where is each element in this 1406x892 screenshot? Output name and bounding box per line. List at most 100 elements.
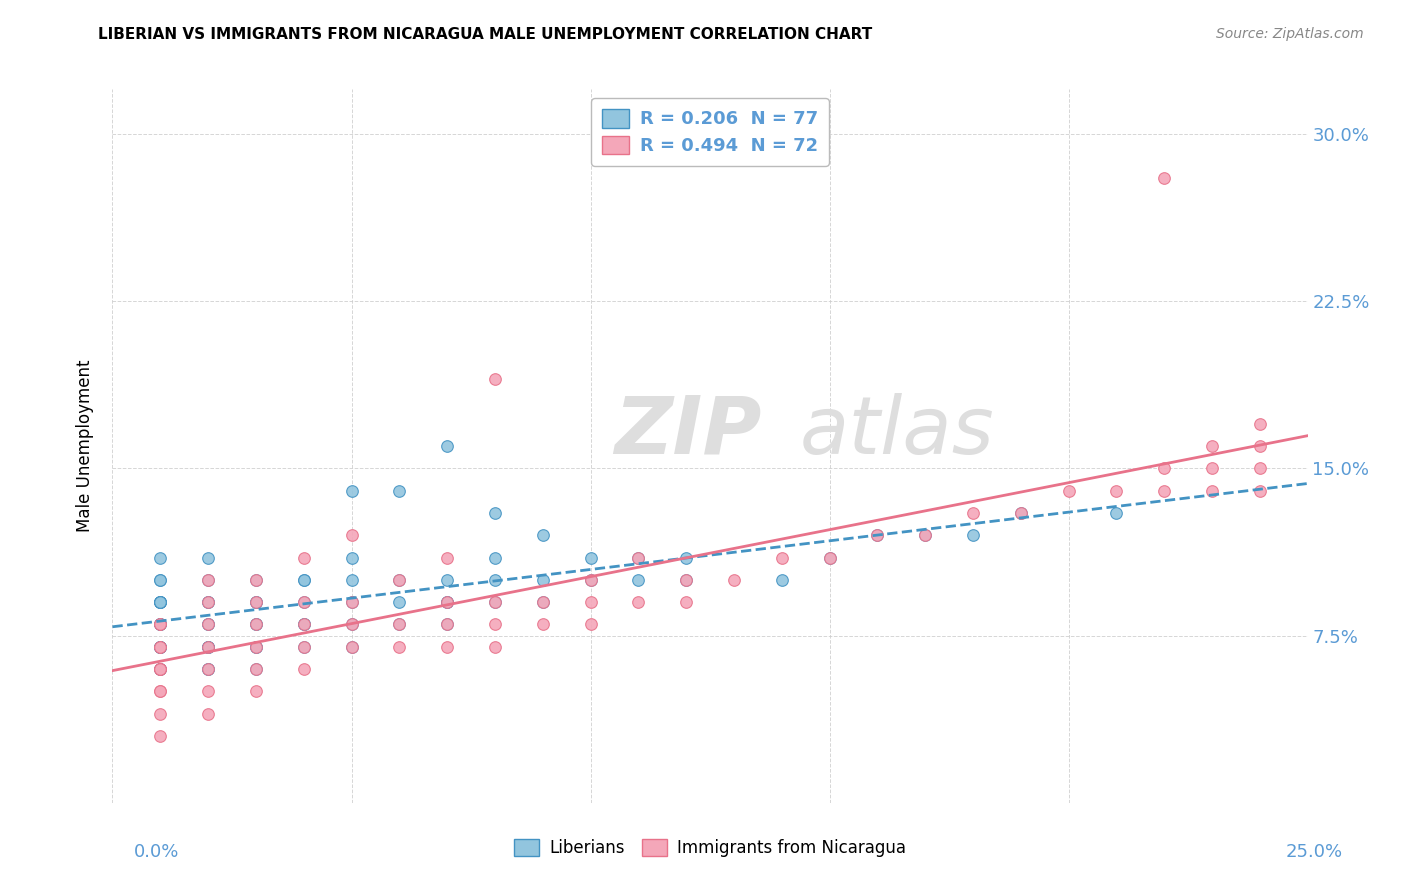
Point [197,662,219,676]
Y-axis label: Male Unemployment: Male Unemployment [76,359,94,533]
Point [1201,439,1223,453]
Point [962,528,984,542]
Point [579,595,602,609]
Point [149,617,172,632]
Point [292,550,315,565]
Point [484,595,506,609]
Point [149,617,172,632]
Point [340,617,363,632]
Point [245,595,267,609]
Point [1105,483,1128,498]
Point [197,617,219,632]
Point [245,617,267,632]
Point [340,617,363,632]
Point [723,573,745,587]
Point [245,640,267,654]
Point [149,617,172,632]
Point [292,617,315,632]
Point [197,573,219,587]
Text: LIBERIAN VS IMMIGRANTS FROM NICARAGUA MALE UNEMPLOYMENT CORRELATION CHART: LIBERIAN VS IMMIGRANTS FROM NICARAGUA MA… [98,27,873,42]
Point [197,684,219,698]
Point [436,617,458,632]
Point [484,617,506,632]
Point [531,573,554,587]
Point [1249,417,1271,431]
Point [1201,483,1223,498]
Point [245,617,267,632]
Point [149,617,172,632]
Point [1010,506,1032,520]
Point [292,662,315,676]
Point [197,706,219,721]
Point [484,640,506,654]
Point [149,662,172,676]
Point [292,573,315,587]
Point [197,640,219,654]
Point [149,729,172,743]
Point [436,640,458,654]
Point [245,640,267,654]
Point [149,706,172,721]
Point [962,506,984,520]
Point [484,550,506,565]
Point [245,617,267,632]
Point [388,595,411,609]
Legend: Liberians, Immigrants from Nicaragua: Liberians, Immigrants from Nicaragua [506,831,914,866]
Text: ZIP: ZIP [614,392,762,471]
Point [197,617,219,632]
Point [1057,483,1080,498]
Text: 25.0%: 25.0% [1285,843,1343,861]
Point [245,640,267,654]
Point [436,439,458,453]
Point [436,617,458,632]
Point [149,573,172,587]
Point [292,617,315,632]
Point [197,640,219,654]
Text: atlas: atlas [800,392,994,471]
Point [579,617,602,632]
Point [1153,171,1175,186]
Point [675,595,697,609]
Point [675,550,697,565]
Point [245,684,267,698]
Point [436,595,458,609]
Point [436,550,458,565]
Point [531,595,554,609]
Point [675,573,697,587]
Point [292,595,315,609]
Point [627,550,650,565]
Point [245,595,267,609]
Point [1153,483,1175,498]
Point [197,595,219,609]
Point [149,662,172,676]
Point [531,595,554,609]
Point [388,573,411,587]
Text: 0.0%: 0.0% [134,843,179,861]
Point [340,640,363,654]
Point [627,573,650,587]
Point [1249,483,1271,498]
Point [149,640,172,654]
Point [149,595,172,609]
Point [436,595,458,609]
Point [197,595,219,609]
Point [340,595,363,609]
Point [197,573,219,587]
Point [579,573,602,587]
Point [1249,461,1271,475]
Point [149,662,172,676]
Point [770,573,793,587]
Point [197,662,219,676]
Point [197,595,219,609]
Point [484,372,506,386]
Point [149,640,172,654]
Point [292,573,315,587]
Point [245,662,267,676]
Point [627,595,650,609]
Point [197,662,219,676]
Point [149,595,172,609]
Point [149,617,172,632]
Point [388,483,411,498]
Point [436,595,458,609]
Point [484,506,506,520]
